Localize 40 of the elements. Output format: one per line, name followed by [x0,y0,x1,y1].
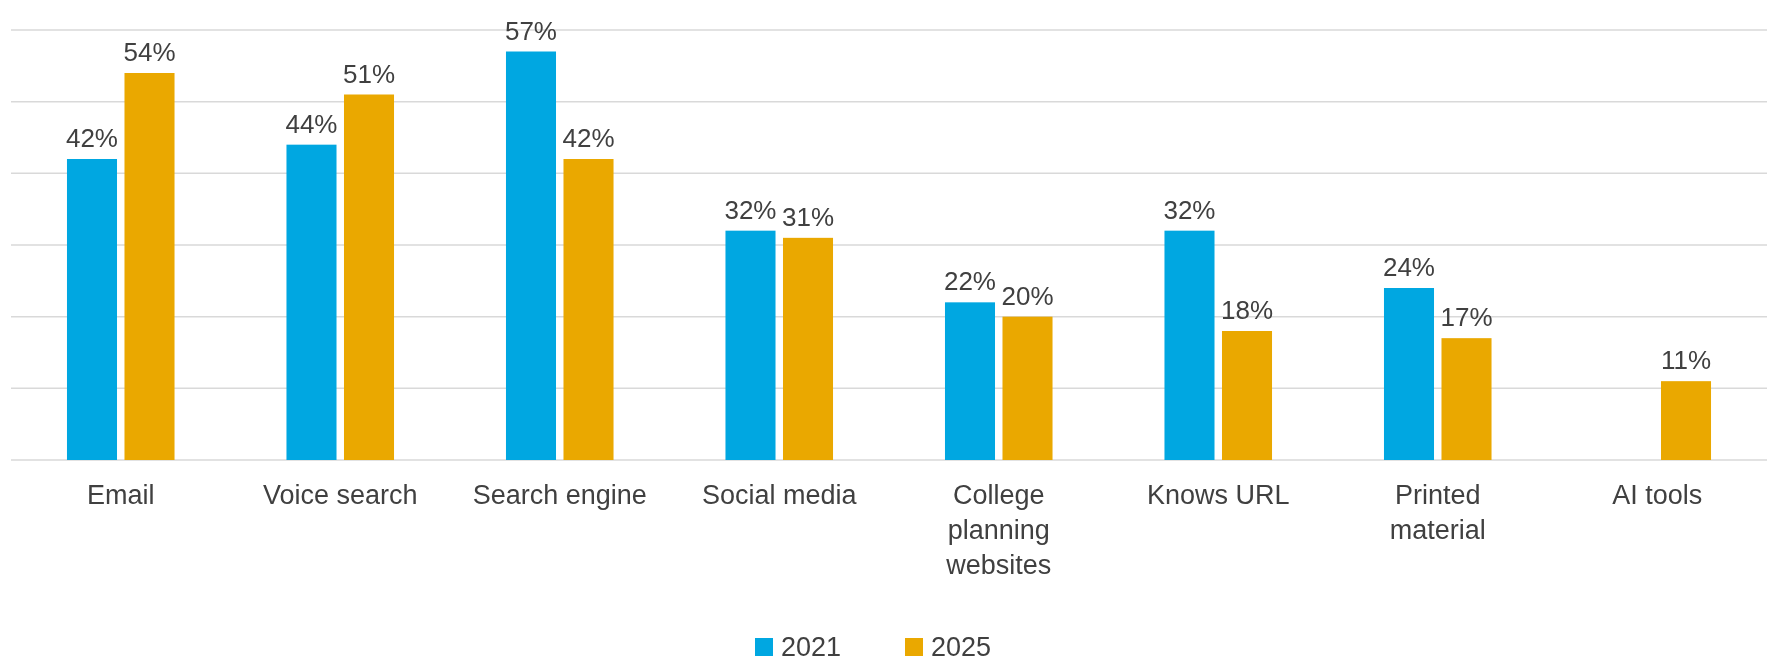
data-label: 57% [504,15,558,46]
bar [725,230,776,460]
data-label: 11% [1660,345,1712,376]
bar [343,94,395,460]
data-label: 18% [1220,295,1274,325]
data-label: 42% [65,123,119,153]
x-tick-label: Search engine [472,480,647,510]
x-tick-label: Knows URL [1146,480,1290,510]
legend-label: 2021 [781,632,842,662]
bar [1441,338,1492,460]
data-label: 32% [724,194,777,225]
data-label: 31% [781,201,835,232]
x-tick-label: College planning websites [945,480,1052,580]
bar [124,73,175,460]
data-label: 54% [123,37,176,67]
bar [66,159,118,460]
bar [782,237,834,460]
data-label: 17% [1440,302,1493,333]
data-label: 44% [285,108,338,139]
bar [563,159,614,460]
bar [1221,331,1273,460]
bar [286,144,337,460]
bar [1002,316,1053,460]
bar [505,51,557,460]
bar [1660,381,1712,460]
bar [944,302,996,460]
bar [1164,230,1215,460]
data-label: 32% [1163,194,1216,225]
x-tick-label: Email [86,480,155,510]
x-tick-label: AI tools [1612,480,1703,510]
x-tick-label: Printed material [1389,480,1486,545]
data-label: 42% [562,123,615,153]
x-tick-label: Voice search [262,480,418,510]
legend-label: 2025 [931,632,992,662]
data-label: 51% [342,58,396,89]
bar [1383,288,1435,460]
data-label: 20% [1001,280,1054,311]
x-tick-label: Social media [701,480,858,510]
data-label: 22% [943,266,997,297]
data-label: 24% [1382,252,1436,282]
